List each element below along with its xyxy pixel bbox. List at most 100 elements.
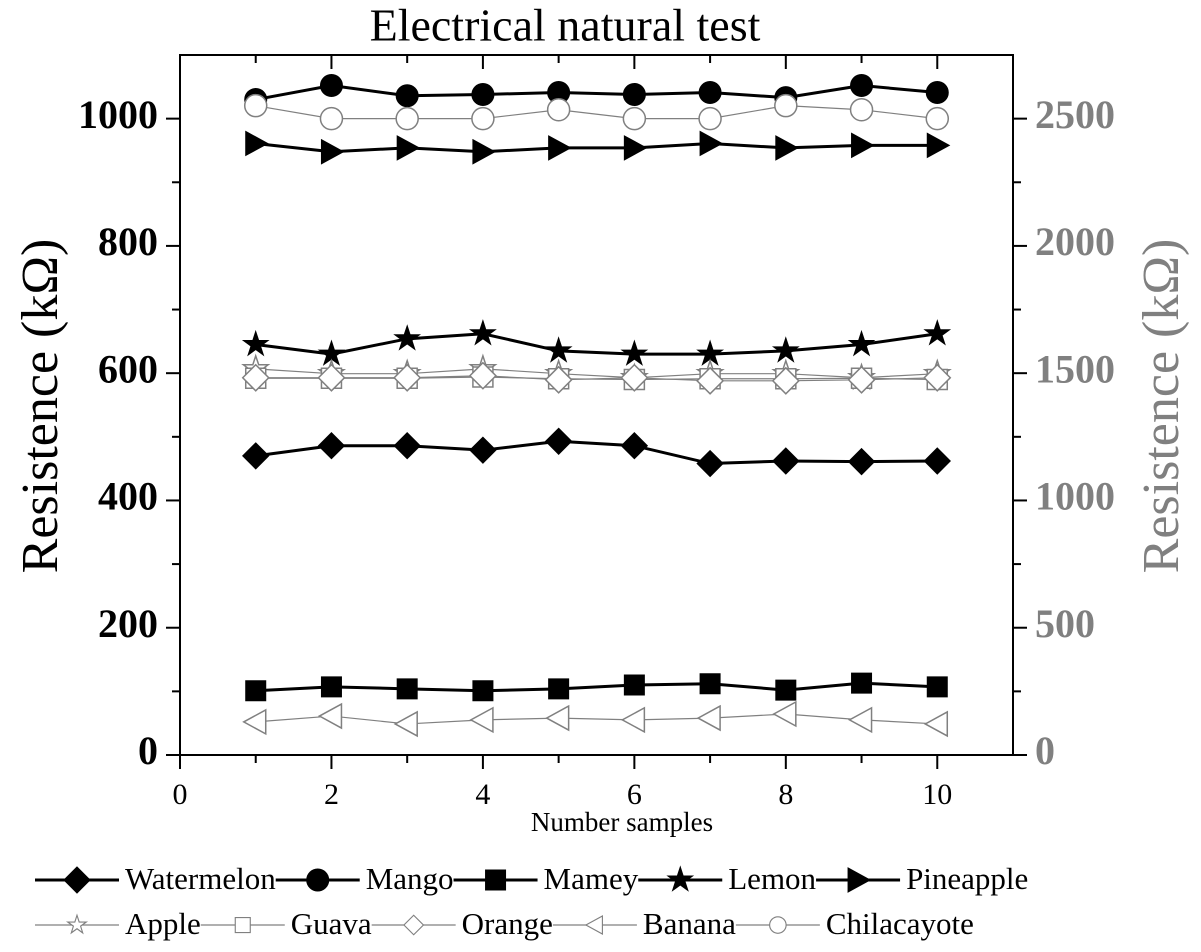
data-point	[623, 135, 648, 161]
data-point	[241, 363, 270, 392]
y2-tick-label: 0	[1035, 728, 1055, 773]
data-point	[923, 319, 952, 346]
chart-title: Electrical natural test	[370, 0, 761, 51]
data-point	[471, 106, 495, 131]
data-point	[393, 363, 422, 392]
data-point	[622, 83, 646, 106]
data-point	[926, 676, 948, 698]
data-point	[851, 672, 873, 694]
data-point	[623, 674, 645, 696]
data-point	[850, 74, 874, 97]
y-tick-label: 200	[98, 601, 158, 646]
series-line	[255, 141, 938, 154]
y2-axis-label: Resistence (kΩ)	[1133, 239, 1190, 574]
data-point	[245, 680, 267, 702]
data-point	[242, 442, 270, 470]
y2-tick-label: 2500	[1035, 92, 1115, 137]
legend-label: Watermelon	[125, 861, 276, 896]
data-point	[847, 706, 873, 734]
data-point	[699, 130, 724, 157]
data-point	[395, 84, 419, 108]
data-point	[772, 447, 800, 475]
data-point	[395, 106, 419, 131]
data-point	[468, 319, 497, 346]
data-point	[771, 336, 800, 363]
legend-label: Mamey	[544, 861, 639, 896]
y2-tick-label: 1000	[1035, 474, 1115, 519]
data-point	[772, 700, 797, 728]
data-point	[393, 432, 421, 460]
data-point	[699, 673, 721, 695]
data-point	[241, 329, 270, 357]
data-point	[925, 106, 950, 131]
data-point	[847, 447, 876, 476]
legend-marker	[306, 868, 330, 892]
legend-marker	[666, 865, 695, 892]
series-line	[255, 375, 938, 382]
data-point	[243, 93, 268, 118]
data-point	[923, 447, 951, 475]
data-point	[548, 678, 570, 700]
legend-label: Orange	[462, 906, 553, 941]
y-axis-label: Resistence (kΩ)	[12, 239, 69, 574]
data-point	[774, 93, 798, 118]
legend-label: Apple	[125, 906, 201, 941]
data-point	[393, 324, 422, 351]
data-point	[245, 130, 269, 157]
data-point	[926, 132, 951, 159]
data-point	[544, 427, 573, 455]
x-tick-label: 0	[173, 778, 188, 811]
data-point	[319, 106, 344, 131]
data-point	[393, 710, 418, 738]
data-point	[396, 678, 418, 700]
data-point	[696, 366, 725, 395]
data-point	[620, 339, 649, 366]
data-point	[696, 449, 724, 478]
legend-marker	[485, 869, 507, 891]
legend-marker	[65, 913, 89, 935]
data-point	[696, 704, 721, 732]
x-tick-label: 4	[475, 778, 490, 811]
data-point	[544, 365, 573, 394]
data-point	[472, 138, 496, 165]
legend-label: Chilacayote	[826, 906, 974, 941]
legend-label: Guava	[291, 906, 372, 941]
data-point	[469, 706, 494, 734]
y-tick-label: 0	[138, 728, 158, 773]
data-point	[851, 132, 875, 159]
data-point	[620, 706, 646, 734]
data-point	[548, 135, 572, 161]
data-point	[771, 366, 800, 395]
legend-label: Lemon	[728, 861, 816, 896]
y2-tick-label: 500	[1035, 601, 1095, 646]
data-point	[849, 98, 874, 122]
series-line	[255, 439, 938, 466]
legend-marker	[584, 915, 603, 935]
series-line	[255, 368, 938, 379]
series-line	[255, 84, 938, 102]
x-tick-label: 10	[922, 778, 952, 811]
data-point	[317, 702, 343, 730]
data-point	[396, 135, 421, 161]
legend-marker	[63, 866, 91, 894]
data-point	[698, 106, 722, 131]
series-line	[255, 681, 938, 693]
data-point	[319, 74, 343, 97]
data-point	[620, 363, 649, 392]
data-point	[775, 135, 799, 161]
data-point	[923, 710, 949, 738]
legend-label: Banana	[643, 906, 736, 941]
data-point	[925, 81, 949, 104]
data-point	[472, 680, 494, 702]
legend-marker	[403, 914, 425, 936]
y2-tick-label: 2000	[1035, 219, 1115, 264]
data-point	[620, 432, 649, 460]
x-tick-label: 8	[778, 778, 793, 811]
data-point	[698, 81, 722, 104]
data-point	[320, 676, 342, 698]
data-point	[469, 436, 497, 464]
y-tick-label: 1000	[78, 92, 158, 137]
data-point	[468, 361, 497, 390]
plot-frame	[179, 54, 1014, 756]
